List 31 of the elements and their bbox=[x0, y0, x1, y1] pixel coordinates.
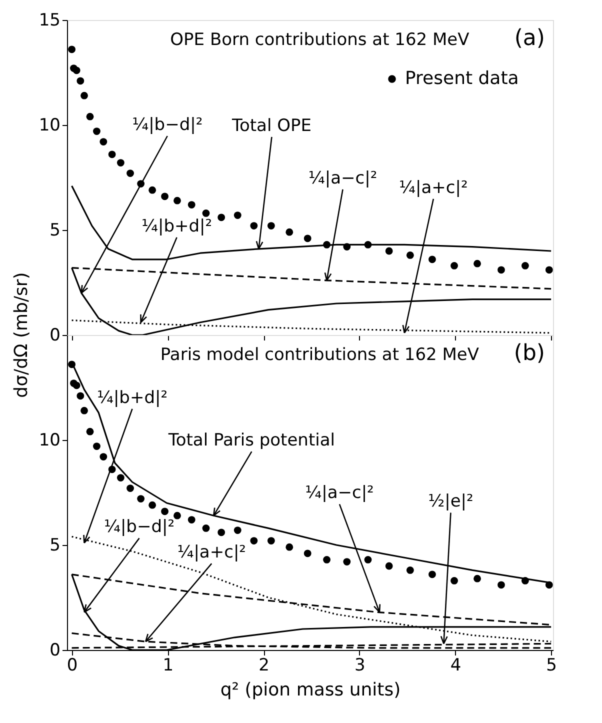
x-tick-label: 3 bbox=[354, 656, 366, 676]
x-axis-title: q² (pion mass units) bbox=[220, 680, 401, 700]
y-tick-label: 5 bbox=[50, 536, 60, 556]
y-axis-title: dσ/dΩ (mb/sr) bbox=[11, 272, 32, 398]
annotation: ¼|b+d|² bbox=[142, 216, 212, 236]
x-tick-label: 1 bbox=[162, 656, 174, 676]
x-tick-label: 0 bbox=[66, 656, 78, 676]
text: OPE Born contributions at 162 MeV bbox=[170, 30, 470, 50]
annotation: ¼|a−c|² bbox=[308, 168, 378, 188]
y-tick-label: 0 bbox=[50, 640, 60, 660]
annotation: (b) bbox=[514, 341, 545, 366]
annotation: ¼|a+c|² bbox=[177, 542, 246, 563]
y-tick-label: 10 bbox=[38, 116, 60, 136]
text: Paris model contributions at 162 MeV bbox=[160, 345, 480, 365]
annotation: Total OPE bbox=[230, 116, 312, 136]
annotation: ¼|b−d|² bbox=[104, 517, 175, 538]
annotation: (a) bbox=[514, 26, 545, 51]
y-tick-label: 15 bbox=[38, 10, 60, 30]
y-tick-label: 5 bbox=[50, 220, 60, 240]
annotation: ¼|a+c|² bbox=[399, 178, 468, 198]
y-tick-label: 0 bbox=[50, 326, 60, 346]
legend-label: Present data bbox=[405, 68, 519, 89]
annotation: ¼|b−d|² bbox=[132, 115, 203, 135]
x-tick-label: 5 bbox=[546, 656, 557, 676]
annotation: Total Paris potential bbox=[167, 430, 335, 451]
x-tick-label: 2 bbox=[258, 656, 270, 676]
annotation: ½|e|² bbox=[428, 492, 474, 512]
y-tick-label: 10 bbox=[38, 430, 60, 450]
annotation: ¼|a−c|² bbox=[305, 483, 374, 504]
annotation: ¼|b+d|² bbox=[96, 388, 168, 408]
x-tick-label: 4 bbox=[450, 656, 462, 676]
